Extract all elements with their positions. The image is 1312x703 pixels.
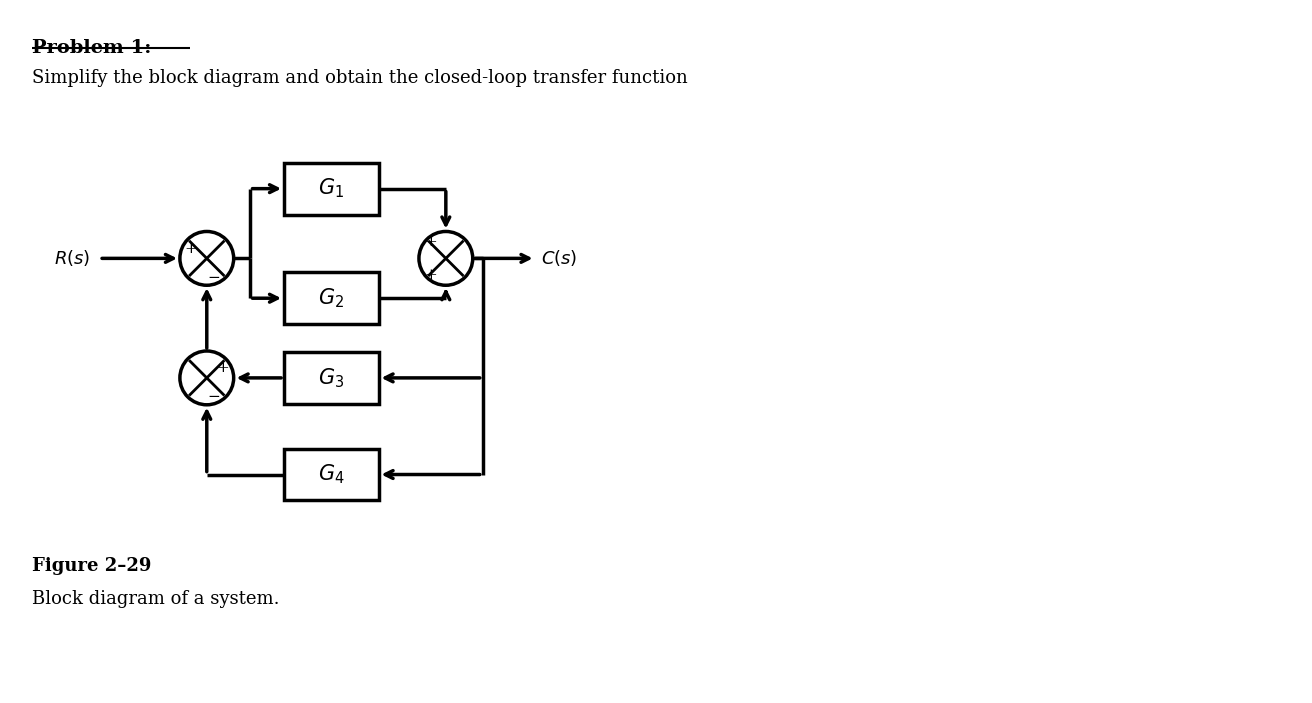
Text: +: +: [184, 242, 197, 256]
Text: +: +: [425, 268, 437, 282]
Bar: [283, 272, 379, 324]
Text: $R(s)$: $R(s)$: [54, 248, 91, 269]
Text: $G_{3}$: $G_{3}$: [319, 366, 344, 389]
Text: Figure 2–29: Figure 2–29: [33, 557, 152, 575]
Text: $G_{1}$: $G_{1}$: [319, 177, 344, 200]
Bar: [283, 163, 379, 214]
Text: −: −: [207, 390, 220, 404]
Text: +: +: [425, 235, 437, 249]
Text: Block diagram of a system.: Block diagram of a system.: [33, 590, 279, 608]
Bar: [283, 352, 379, 404]
Text: Problem 1:: Problem 1:: [33, 39, 152, 57]
Text: Simplify the block diagram and obtain the closed-loop transfer function: Simplify the block diagram and obtain th…: [33, 69, 689, 87]
Text: $C(s)$: $C(s)$: [542, 248, 577, 269]
Text: −: −: [207, 271, 220, 285]
Text: $G_{4}$: $G_{4}$: [318, 463, 345, 486]
Text: +: +: [216, 361, 230, 375]
Bar: [283, 449, 379, 501]
Text: $G_{2}$: $G_{2}$: [319, 286, 344, 310]
